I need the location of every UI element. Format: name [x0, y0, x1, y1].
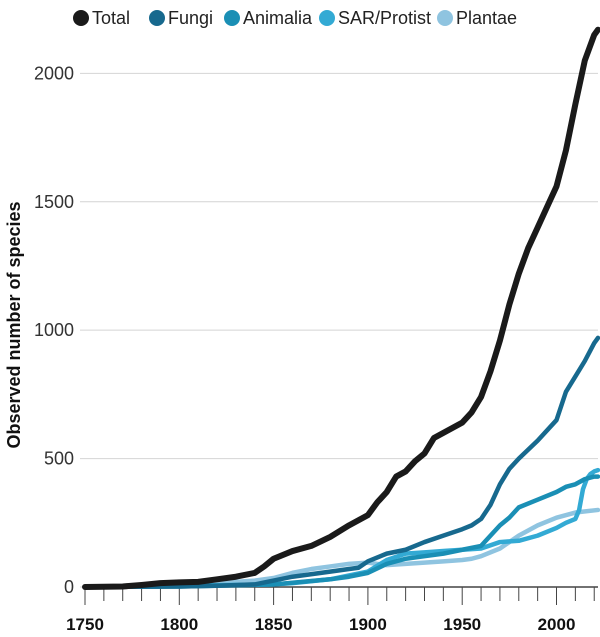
legend-item-total: Total [73, 8, 130, 28]
y-tick-label: 0 [64, 577, 74, 597]
y-tick-label: 500 [44, 449, 74, 469]
legend-item-fungi: Fungi [149, 8, 213, 28]
legend-label: Animalia [243, 8, 313, 28]
gridlines [80, 72, 598, 588]
legend-label: SAR/Protist [338, 8, 431, 28]
x-tick-label: 1850 [255, 615, 293, 634]
x-tick-label: 1900 [349, 615, 387, 634]
y-tick-label: 1500 [34, 192, 74, 212]
series-line-total [82, 26, 600, 590]
legend-label: Total [92, 8, 130, 28]
legend-label: Fungi [168, 8, 213, 28]
legend-swatch [149, 10, 165, 26]
x-tick-label: 1750 [66, 615, 104, 634]
series-line-fungi [82, 335, 600, 590]
legend-item-plantae: Plantae [437, 8, 517, 28]
y-axis: 0 500 1000 1500 2000 [34, 63, 74, 597]
legend-swatch [73, 10, 89, 26]
x-tick-label: 1800 [160, 615, 198, 634]
x-tick-label: 2000 [538, 615, 576, 634]
x-axis: 1750 1800 1850 1900 1950 2000 [66, 586, 598, 634]
legend-label: Plantae [456, 8, 517, 28]
series-line-plantae [82, 507, 600, 590]
legend: Total Fungi Animalia SAR/Protist Plantae [73, 8, 517, 28]
y-axis-label: Observed number of species [4, 201, 24, 448]
legend-swatch [319, 10, 335, 26]
legend-item-sar-protist: SAR/Protist [319, 8, 431, 28]
series-line-animalia [82, 474, 600, 590]
legend-swatch [437, 10, 453, 26]
x-tick-label: 1950 [443, 615, 481, 634]
y-tick-label: 1000 [34, 320, 74, 340]
legend-item-animalia: Animalia [224, 8, 313, 28]
y-tick-label: 2000 [34, 63, 74, 83]
series-lines [82, 26, 600, 590]
legend-swatch [224, 10, 240, 26]
